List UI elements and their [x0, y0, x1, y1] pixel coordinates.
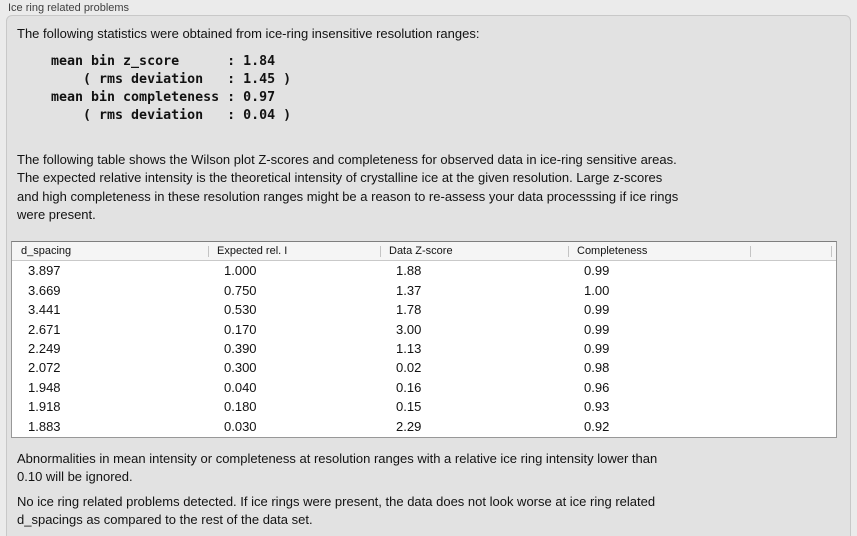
table-cell: 0.16	[396, 379, 422, 395]
stats-block: mean bin z_score : 1.84 ( rms deviation …	[51, 54, 292, 123]
table-cell-filler	[750, 397, 836, 416]
table-header-row: d_spacing Expected rel. I Data Z-score C…	[12, 242, 836, 261]
table-cell-filler	[750, 417, 836, 436]
groupbox-title: Ice ring related problems	[8, 2, 130, 14]
table-row[interactable]: 2.671 0.170 3.00 0.99	[12, 319, 836, 338]
table-cell-filler	[750, 300, 836, 319]
table-cell: 2.671	[28, 321, 61, 337]
table-cell: 1.13	[396, 340, 422, 356]
table-cell: 3.669	[28, 282, 61, 298]
table-cell: 0.030	[224, 418, 257, 434]
table-cell: 1.948	[28, 379, 61, 395]
header-d-spacing[interactable]: d_spacing	[21, 245, 72, 257]
table-cell: 1.000	[224, 263, 257, 279]
table-cell: 0.180	[224, 399, 257, 415]
table-cell: 0.99	[584, 302, 610, 318]
table-row[interactable]: 3.897 1.000 1.88 0.99	[12, 261, 836, 280]
table-cell: 2.072	[28, 360, 61, 376]
conclusion-note: No ice ring related problems detected. I…	[17, 494, 656, 527]
table-cell: 1.78	[396, 302, 422, 318]
table-cell: 3.897	[28, 263, 61, 279]
table-cell: 0.300	[224, 360, 257, 376]
table-row[interactable]: 3.441 0.530 1.78 0.99	[12, 300, 836, 319]
table-cell: 0.750	[224, 282, 257, 298]
table-row[interactable]: 3.669 0.750 1.37 1.00	[12, 280, 836, 299]
table-cell: 1.88	[396, 263, 422, 279]
ice-ring-table[interactable]: d_spacing Expected rel. I Data Z-score C…	[11, 241, 837, 438]
table-cell: 2.249	[28, 340, 61, 356]
table-row[interactable]: 1.918 0.180 0.15 0.93	[12, 397, 836, 416]
table-cell-filler	[750, 280, 836, 299]
table-cell: 0.530	[224, 302, 257, 318]
table-cell: 0.92	[584, 418, 610, 434]
table-cell: 0.99	[584, 321, 610, 337]
table-cell: 3.00	[396, 321, 422, 337]
ice-ring-groupbox: The following statistics were obtained f…	[6, 15, 851, 536]
table-cell: 1.00	[584, 282, 610, 298]
table-row[interactable]: 1.883 0.030 2.29 0.92	[12, 417, 836, 436]
header-filler	[750, 242, 836, 260]
table-cell: 0.390	[224, 340, 257, 356]
table-cell: 0.96	[584, 379, 610, 395]
table-cell: 0.170	[224, 321, 257, 337]
table-cell: 0.040	[224, 379, 257, 395]
header-completeness[interactable]: Completeness	[568, 242, 750, 260]
table-cell: 3.441	[28, 302, 61, 318]
ignore-note: Abnormalities in mean intensity or compl…	[17, 451, 658, 484]
table-cell-filler	[750, 261, 836, 280]
intro-text: The following statistics were obtained f…	[17, 26, 480, 41]
table-cell: 0.93	[584, 399, 610, 415]
header-data-z-score[interactable]: Data Z-score	[380, 242, 568, 260]
table-cell-filler	[750, 358, 836, 377]
table-cell: 2.29	[396, 418, 422, 434]
table-cell: 1.883	[28, 418, 61, 434]
table-cell-filler	[750, 378, 836, 397]
table-cell-filler	[750, 319, 836, 338]
table-body: 3.897 1.000 1.88 0.99 3.669 0.750 1.37 1.00 3.44…	[12, 261, 836, 436]
table-cell: 1.918	[28, 399, 61, 415]
table-row[interactable]: 2.249 0.390 1.13 0.99	[12, 339, 836, 358]
table-cell: 0.02	[396, 360, 422, 376]
table-row[interactable]: 2.072 0.300 0.02 0.98	[12, 358, 836, 377]
table-cell: 0.99	[584, 263, 610, 279]
table-cell: 0.98	[584, 360, 610, 376]
table-cell: 0.15	[396, 399, 422, 415]
table-cell-filler	[750, 339, 836, 358]
table-description: The following table shows the Wilson plo…	[17, 152, 679, 223]
header-expected-rel-i[interactable]: Expected rel. I	[208, 242, 380, 260]
table-cell: 1.37	[396, 282, 422, 298]
table-row[interactable]: 1.948 0.040 0.16 0.96	[12, 378, 836, 397]
table-cell: 0.99	[584, 340, 610, 356]
